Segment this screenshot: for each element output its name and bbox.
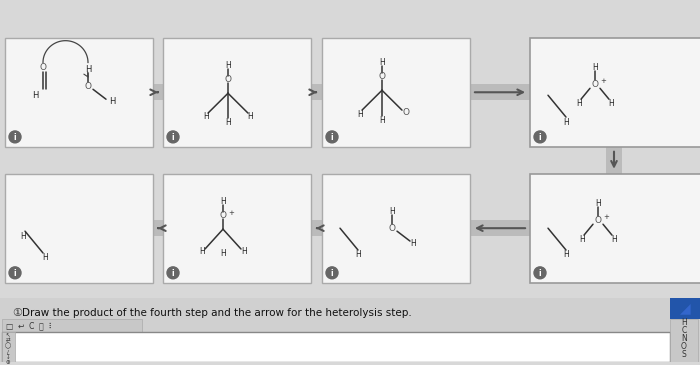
Text: H: H xyxy=(579,235,585,243)
Text: H: H xyxy=(225,118,231,127)
Text: S: S xyxy=(682,350,687,359)
Text: i: i xyxy=(172,133,174,142)
Circle shape xyxy=(167,131,179,143)
Text: +: + xyxy=(600,78,606,84)
Text: H: H xyxy=(32,91,38,100)
Text: □  ↩  C  🔍  ⠇: □ ↩ C 🔍 ⠇ xyxy=(6,322,54,330)
Bar xyxy=(163,38,311,147)
Text: H: H xyxy=(576,99,582,108)
Text: H: H xyxy=(241,247,247,257)
Text: i: i xyxy=(172,269,174,278)
Bar xyxy=(322,38,470,147)
Text: H: H xyxy=(611,235,617,243)
Circle shape xyxy=(326,267,338,279)
Text: /: / xyxy=(7,349,9,354)
Text: H: H xyxy=(379,58,385,67)
Text: H: H xyxy=(225,61,231,70)
Bar xyxy=(670,319,698,362)
Text: ①: ① xyxy=(12,308,22,318)
Text: O: O xyxy=(39,63,46,72)
Text: H: H xyxy=(608,99,614,108)
Text: ↖: ↖ xyxy=(6,333,10,338)
Circle shape xyxy=(534,267,546,279)
Bar xyxy=(2,333,15,362)
Bar xyxy=(530,174,700,283)
Bar xyxy=(163,174,311,283)
Bar xyxy=(670,297,700,319)
Text: H: H xyxy=(681,318,687,327)
Text: +: + xyxy=(603,214,609,220)
Text: H: H xyxy=(199,247,205,257)
Text: N: N xyxy=(681,334,687,343)
Text: i: i xyxy=(330,133,333,142)
Text: H: H xyxy=(220,249,226,258)
Text: ⊕: ⊕ xyxy=(6,360,10,365)
Text: O: O xyxy=(225,75,232,84)
Text: i: i xyxy=(14,133,16,142)
Text: H: H xyxy=(220,197,226,206)
Text: ◯: ◯ xyxy=(5,343,11,349)
Text: H: H xyxy=(389,207,395,216)
Text: O: O xyxy=(389,224,396,233)
Text: H: H xyxy=(357,110,363,119)
Text: ◢: ◢ xyxy=(680,301,690,315)
Text: Draw the product of the fourth step and the arrow for the heterolysis step.: Draw the product of the fourth step and … xyxy=(22,308,412,318)
Bar xyxy=(530,38,700,147)
Bar xyxy=(153,84,163,100)
Text: H: H xyxy=(108,97,116,106)
Text: O: O xyxy=(379,72,386,81)
Text: H: H xyxy=(410,239,416,247)
Circle shape xyxy=(167,267,179,279)
Bar xyxy=(322,174,470,283)
Circle shape xyxy=(9,131,21,143)
Text: O: O xyxy=(85,82,92,91)
Bar xyxy=(2,333,670,362)
Bar xyxy=(5,174,153,283)
Text: i: i xyxy=(14,269,16,278)
Text: H: H xyxy=(379,116,385,124)
Bar xyxy=(5,38,153,147)
Text: ⇄: ⇄ xyxy=(6,338,10,343)
Bar xyxy=(470,84,530,100)
Bar xyxy=(0,297,700,362)
Text: H: H xyxy=(247,112,253,120)
Bar xyxy=(606,147,622,174)
Text: ↧: ↧ xyxy=(6,355,10,360)
Bar xyxy=(311,84,322,100)
Text: O: O xyxy=(220,211,227,220)
Text: O: O xyxy=(592,80,598,89)
Bar xyxy=(2,319,142,333)
Text: C: C xyxy=(681,326,687,335)
Text: i: i xyxy=(330,269,333,278)
Bar xyxy=(311,220,322,236)
Text: i: i xyxy=(539,133,541,142)
Bar xyxy=(470,220,530,236)
Text: H: H xyxy=(592,63,598,72)
Text: H: H xyxy=(595,199,601,208)
Text: H: H xyxy=(85,65,91,74)
Text: i: i xyxy=(539,269,541,278)
Text: H: H xyxy=(20,232,26,241)
Bar xyxy=(153,220,163,236)
Text: H: H xyxy=(563,250,569,260)
Text: H: H xyxy=(355,250,361,260)
Circle shape xyxy=(9,267,21,279)
Text: O: O xyxy=(681,342,687,351)
Circle shape xyxy=(534,131,546,143)
Text: H: H xyxy=(563,118,569,127)
Circle shape xyxy=(326,131,338,143)
Text: +: + xyxy=(228,210,234,216)
Text: O: O xyxy=(402,108,409,116)
Text: O: O xyxy=(594,216,601,225)
Text: H: H xyxy=(42,253,48,262)
Text: H: H xyxy=(203,112,209,120)
